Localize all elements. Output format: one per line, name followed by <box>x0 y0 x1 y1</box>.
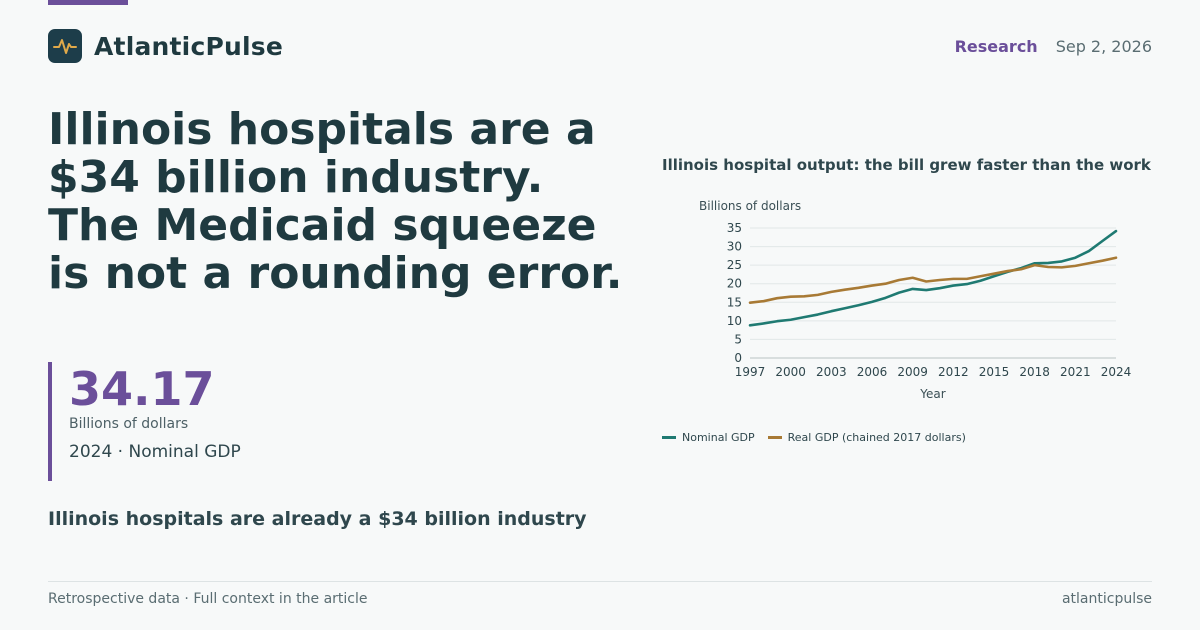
x-tick-label: 2003 <box>816 365 847 379</box>
x-tick-label: 2024 <box>1101 365 1132 379</box>
line-chart: Billions of dollars 0 5 10 15 20 25 30 35 1997 200… <box>699 199 1132 401</box>
y-axis-label: Billions of dollars <box>699 199 801 213</box>
chart-title: Illinois hospital output: the bill grew … <box>662 156 1151 174</box>
stat-unit: Billions of dollars <box>69 416 189 432</box>
x-tick-label: 2015 <box>979 365 1010 379</box>
brand-name: AtlanticPulse <box>94 31 284 61</box>
series-line-nominal-gdp <box>748 229 1118 327</box>
y-tick-label: 5 <box>734 332 742 346</box>
y-tick-label: 30 <box>727 240 742 254</box>
chart-legend: Nominal GDP Real GDP (chained 2017 dollar… <box>662 431 979 444</box>
y-tick-label: 25 <box>727 258 742 272</box>
x-tick-label: 2018 <box>1019 365 1050 379</box>
x-tick-label: 2006 <box>857 365 888 379</box>
footer-site: atlanticpulse <box>1061 591 1152 607</box>
pulse-icon <box>48 29 82 63</box>
y-tick-label: 10 <box>727 314 742 328</box>
stat-description: 2024 · Nominal GDP <box>69 442 241 462</box>
y-tick-label: 20 <box>727 277 742 291</box>
x-tick-label: 2009 <box>897 365 928 379</box>
legend-item: Real GDP (chained 2017 dollars) <box>767 431 966 444</box>
brand[interactable]: AtlanticPulse <box>48 29 283 63</box>
stat-value: 34.17 <box>69 362 215 416</box>
legend-swatch <box>662 436 676 439</box>
stat-callout: 34.17 Billions of dollars 2024 · Nominal… <box>48 362 241 481</box>
x-tick-label: 2012 <box>938 365 969 379</box>
footer-divider <box>48 581 1152 582</box>
y-tick-label: 0 <box>734 351 742 365</box>
y-tick-label: 35 <box>727 221 742 235</box>
x-axis-label: Year <box>919 387 945 401</box>
legend-label: Real GDP (chained 2017 dollars) <box>787 431 966 444</box>
headline: Illinois hospitals are a $34 billion ind… <box>48 104 623 299</box>
legend-swatch <box>767 436 782 439</box>
x-tick-label: 2021 <box>1060 365 1091 379</box>
y-tick-label: 15 <box>727 295 742 309</box>
legend-label: Nominal GDP <box>682 431 755 444</box>
x-tick-label: 2000 <box>775 365 806 379</box>
legend-item: Nominal GDP <box>662 431 755 444</box>
subheadline: Illinois hospitals are already a $34 bil… <box>48 508 587 530</box>
section-link[interactable]: Research <box>954 37 1038 56</box>
top-accent-bar <box>48 0 128 5</box>
footer-note: Retrospective data · Full context in the… <box>48 591 368 607</box>
header-meta: Research Sep 2, 2026 <box>955 37 1152 56</box>
series-line-real-gdp <box>748 256 1118 304</box>
x-tick-label: 1997 <box>735 365 766 379</box>
publish-date: Sep 2, 2026 <box>1055 37 1152 56</box>
